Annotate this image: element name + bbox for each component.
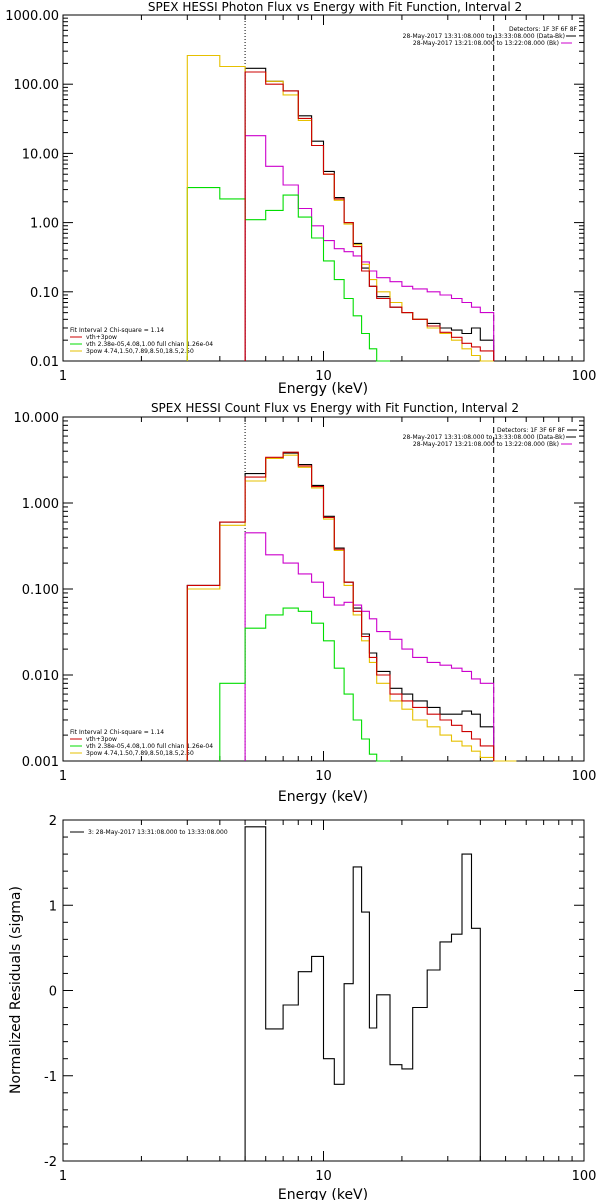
count-flux-panel: SPEX HESSI Count Flux vs Energy with Fit… [14,401,597,805]
legend-vth: vth 2.38e-05,4.08,1.00 full chian 1.26e-… [86,743,213,750]
y-tick-label: -1 [44,1070,57,1085]
legend-vth3pow: vth+3pow [86,334,117,341]
y-tick-label: 100.00 [14,78,60,93]
header-detectors: Detectors: 1F 3F 6F 8F [497,427,566,434]
y-tick-label: 10.000 [14,411,60,426]
x-tick-label: 100 [572,769,597,784]
fit-legend: Fit Interval 2 Chi-square = 1.14 vth+3po… [70,729,213,757]
header-block: Detectors: 1F 3F 6F 8F 28-May-2017 13:31… [403,26,578,47]
legend-residual: 3: 28-May-2017 13:31:08.000 to 13:33:08.… [88,829,228,836]
x-tick-label: 1 [59,369,67,384]
series-red [186,451,495,761]
fit-legend: Fit Interval 2 Chi-square = 1.14 vth+3po… [70,327,213,355]
y-tick-label: 1.00 [30,217,59,232]
x-axis-label: Energy (keV) [278,1187,368,1200]
residuals-panel: Energy (keV) Normalized Residuals (sigma… [8,814,596,1200]
x-tick-label: 10 [315,769,332,784]
x-axis-label: Energy (keV) [278,789,368,805]
series-black [244,826,481,1161]
y-tick-label: -2 [44,1155,57,1170]
legend-vth3pow: vth+3pow [86,736,117,743]
x-tick-label: 100 [572,369,597,384]
header-bk-interval: 28-May-2017 13:21:08.000 to 13:22:08.000… [413,40,559,47]
series-red [244,71,495,361]
y-tick-label: 2 [49,814,57,829]
legend-3pow: 3pow 4.74,1.50,7.89,8.50,18.5,2.50 [86,750,194,757]
x-tick-label: 1 [59,1169,67,1184]
photon-flux-panel: SPEX HESSI Photon Flux vs Energy with Fi… [5,0,596,397]
header-bk-interval: 28-May-2017 13:21:08.000 to 13:22:08.000… [413,441,559,448]
x-tick-label: 10 [315,1169,332,1184]
legend-vth: vth 2.38e-05,4.08,1.00 full chian 1.26e-… [86,341,213,348]
chart-title: SPEX HESSI Count Flux vs Energy with Fit… [151,401,519,415]
header-data-interval: 28-May-2017 13:31:08.000 to 13:33:08.000… [403,33,565,40]
series-green [219,607,390,762]
legend-3pow: 3pow 4.74,1.50,7.89,8.50,18.5,2.50 [86,348,194,355]
y-tick-label: 0 [49,985,57,1000]
y-tick-label: 0.100 [22,583,59,598]
x-axis-label: Energy (keV) [278,381,368,397]
header-data-interval: 28-May-2017 13:31:08.000 to 13:33:08.000… [403,434,565,441]
y-tick-label: 1.000 [22,497,59,512]
series-black [244,67,495,361]
series-magenta [244,135,495,361]
legend-fit-header: Fit Interval 2 Chi-square = 1.14 [70,327,164,334]
series-yellow [186,54,494,362]
y-axis-label: Normalized Residuals (sigma) [8,886,24,1094]
x-tick-label: 1 [59,769,67,784]
y-tick-label: 0.10 [30,286,59,301]
series-black [186,452,495,761]
legend-fit-header: Fit Interval 2 Chi-square = 1.14 [70,729,164,736]
y-tick-label: 1000.00 [5,9,59,24]
plot-frame [62,14,585,362]
y-tick-label: 10.00 [22,147,59,162]
series-yellow [186,454,517,762]
series-green [186,187,390,362]
header-detectors: Detectors: 1F 3F 6F 8F [509,26,578,33]
header-block: Detectors: 1F 3F 6F 8F 28-May-2017 13:31… [403,427,577,448]
y-tick-label: 0.001 [22,755,59,770]
x-tick-label: 100 [572,1169,597,1184]
y-tick-label: 0.01 [30,355,59,370]
series-magenta [244,532,495,761]
y-tick-label: 0.010 [22,669,59,684]
residual-legend: 3: 28-May-2017 13:31:08.000 to 13:33:08.… [70,829,228,836]
y-tick-label: 1 [49,899,57,914]
chart-title: SPEX HESSI Photon Flux vs Energy with Fi… [148,0,522,14]
x-tick-label: 10 [315,369,332,384]
